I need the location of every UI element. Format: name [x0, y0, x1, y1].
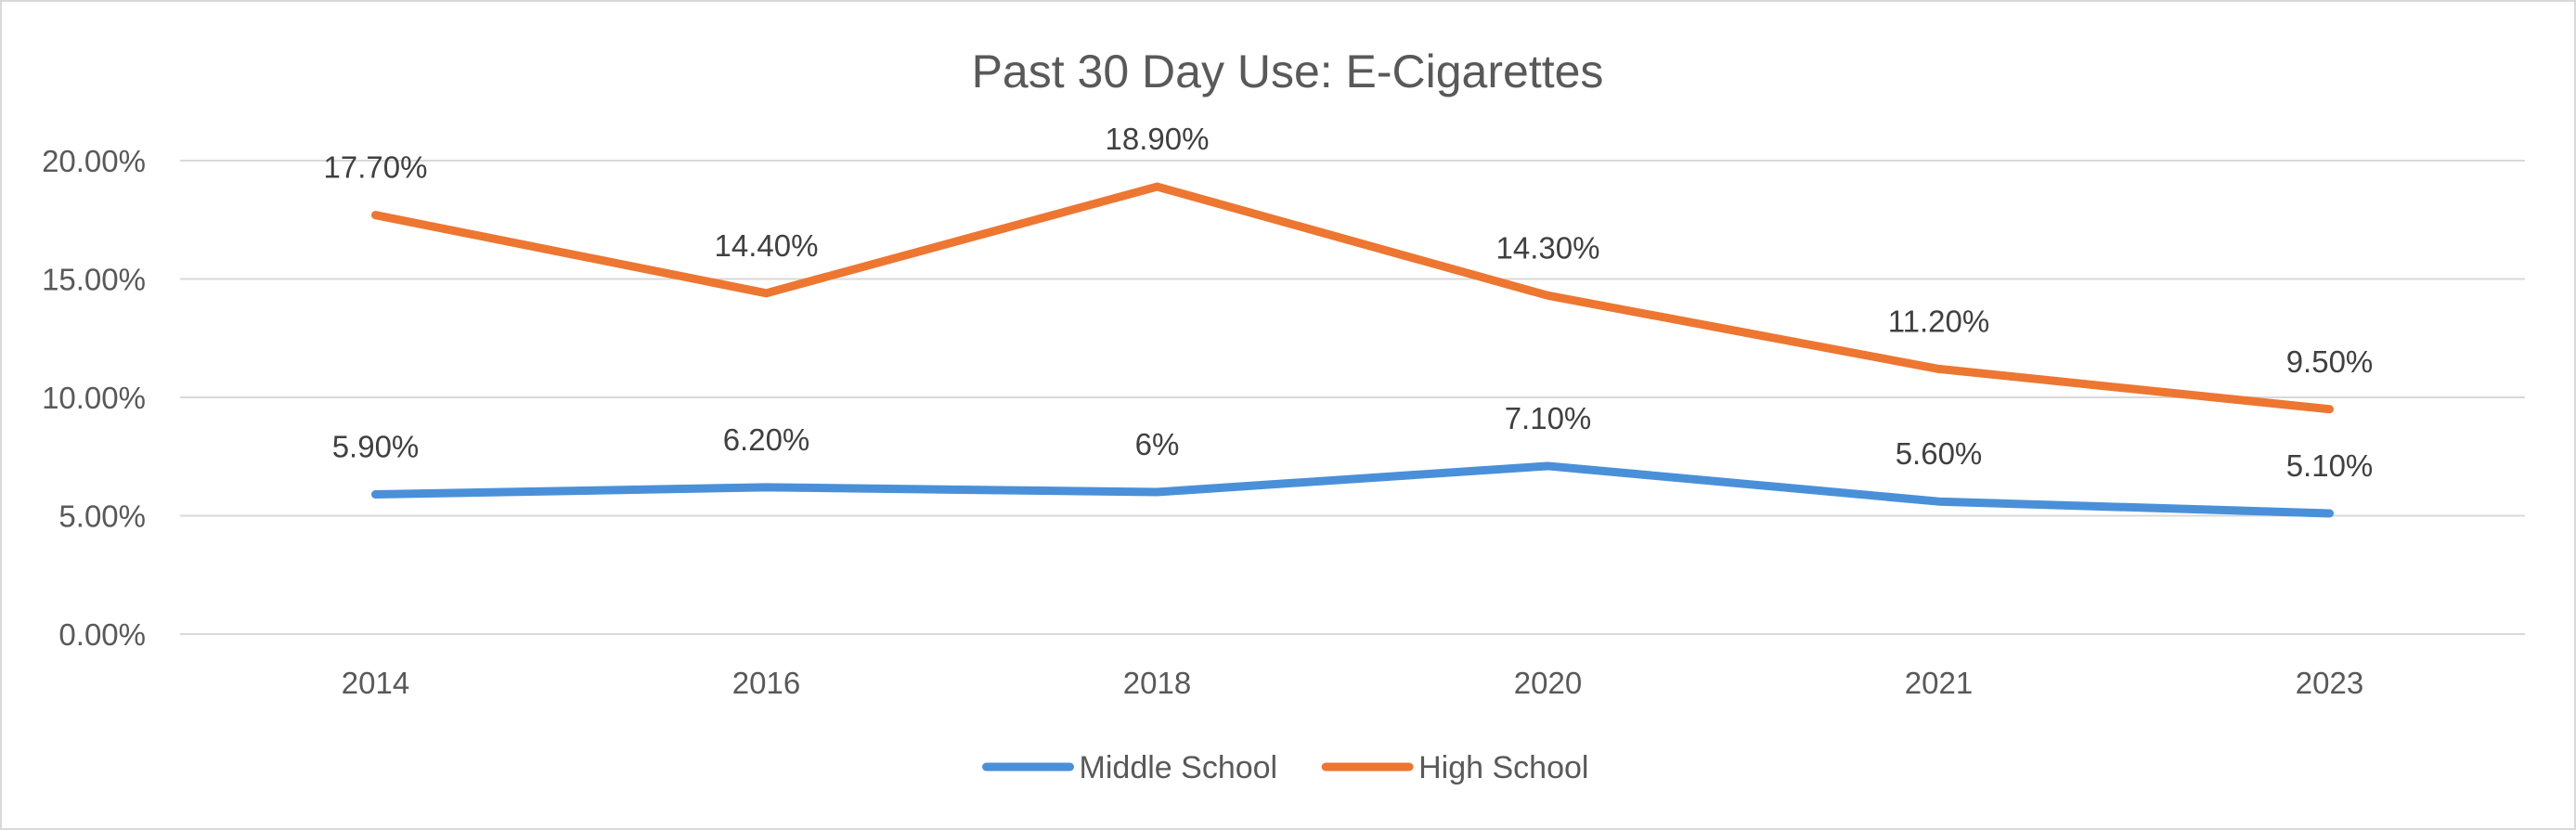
y-tick-label: 0.00% — [58, 617, 146, 652]
x-tick-label: 2018 — [1123, 666, 1191, 700]
y-tick-label: 5.00% — [58, 499, 146, 534]
data-label: 7.10% — [1505, 401, 1592, 435]
y-tick-label: 15.00% — [42, 263, 146, 297]
data-label: 5.90% — [332, 430, 420, 464]
data-label: 9.50% — [2286, 344, 2374, 379]
y-tick-label: 20.00% — [42, 144, 146, 178]
data-label: 18.90% — [1106, 122, 1210, 156]
data-label: 6.20% — [723, 422, 810, 457]
data-labels: 5.90% 6.20% 6% 7.10% 5.60% 5.10% 17.70% 14.40% 1… — [324, 122, 2374, 483]
legend: Middle School High School — [982, 750, 1588, 785]
data-label: 5.10% — [2286, 448, 2374, 483]
y-tick-label: 10.00% — [42, 381, 146, 415]
legend-label: High School — [1418, 750, 1588, 785]
x-tick-label: 2021 — [1905, 666, 1973, 700]
series-line-high-school — [371, 182, 2334, 414]
legend-item: High School — [1321, 750, 1588, 785]
data-label: 17.70% — [324, 150, 428, 185]
y-axis: 0.00% 5.00% 10.00% 15.00% 20.00% — [42, 144, 146, 652]
x-tick-label: 2023 — [2296, 666, 2363, 700]
series-line-middle-school — [371, 461, 2334, 518]
data-label: 11.20% — [1888, 304, 1989, 338]
legend-item: Middle School — [982, 750, 1278, 785]
x-tick-label: 2020 — [1514, 666, 1582, 700]
data-label: 14.30% — [1496, 230, 1600, 265]
x-tick-label: 2016 — [732, 666, 800, 700]
gridlines — [180, 160, 2525, 635]
data-label: 6% — [1135, 427, 1180, 461]
series-lines — [371, 182, 2334, 518]
x-axis: 2014 2016 2018 2020 2021 2023 — [342, 666, 2363, 700]
data-label: 14.40% — [715, 228, 819, 263]
chart-title: Past 30 Day Use: E-Cigarettes — [972, 45, 1604, 97]
legend-label: Middle School — [1080, 750, 1278, 785]
x-tick-label: 2014 — [342, 666, 409, 700]
data-label: 5.60% — [1896, 436, 1983, 471]
